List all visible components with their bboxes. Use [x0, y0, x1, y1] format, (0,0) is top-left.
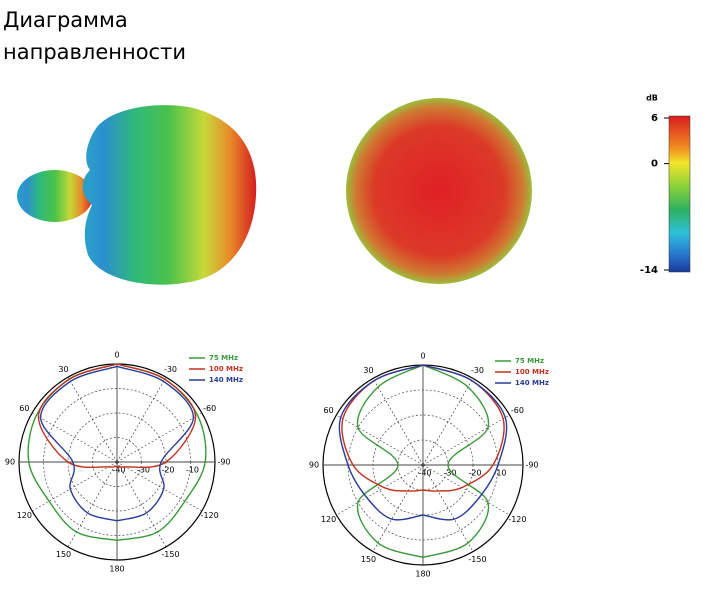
pattern-curve-mirror [37, 363, 118, 469]
angle-label: -150 [161, 550, 179, 559]
grid-spoke [116, 461, 203, 512]
angle-label: -150 [468, 555, 486, 564]
angle-label: -60 [203, 404, 216, 413]
grid-spoke [422, 464, 510, 516]
legend-label: 140 MHz [515, 379, 549, 387]
colorbar-label: dB [646, 94, 658, 103]
grid-spoke [31, 412, 118, 463]
grid-spoke [422, 414, 510, 466]
grid-spoke [31, 461, 118, 512]
colorbar-tick-label: 0 [651, 159, 658, 170]
grid-spoke [422, 464, 474, 552]
angle-label: 30 [58, 365, 68, 374]
r-tick-label: -10 [186, 466, 199, 475]
angle-label: -90 [217, 458, 230, 467]
angle-label: 180 [109, 565, 124, 574]
angle-label: 30 [363, 366, 373, 375]
angle-label: -60 [511, 406, 524, 415]
r-tick-label: -40 [418, 469, 431, 478]
pattern-curve [116, 363, 207, 542]
legend-label: 75 MHz [515, 357, 544, 365]
angle-label: 0 [114, 351, 119, 360]
angle-label: 150 [56, 550, 71, 559]
angle-label: 120 [17, 511, 32, 520]
grid-spoke [336, 464, 424, 516]
angle-label: 180 [415, 570, 430, 579]
grid-spoke [372, 378, 424, 466]
colorbar-tick-label: 6 [651, 113, 658, 124]
pattern-curve-mirror [39, 365, 118, 522]
pattern-curve-mirror [356, 364, 424, 559]
r-tick-label: -20 [161, 466, 174, 475]
r-tick-label: -20 [468, 469, 481, 478]
grid-spoke [67, 461, 118, 548]
legend-label: 100 MHz [209, 365, 243, 373]
colorbar: dB [646, 94, 691, 273]
r-tick-label: -10 [493, 469, 506, 478]
pattern-curve [422, 364, 490, 559]
title: Диаграмма [3, 8, 128, 32]
angle-label: -90 [525, 461, 538, 470]
angle-label: -30 [164, 365, 177, 374]
pattern-3d-top [346, 98, 532, 284]
grid-spoke [67, 376, 118, 463]
pattern-curve [422, 364, 508, 521]
angle-label: 0 [420, 352, 425, 361]
pattern-curve [116, 363, 197, 469]
grid-spoke [422, 378, 474, 466]
angle-label: -120 [201, 511, 219, 520]
pattern-curve-mirror [27, 363, 118, 542]
angle-label: 150 [361, 555, 376, 564]
r-tick-label: -40 [112, 466, 125, 475]
colorbar-tick-label: -14 [640, 265, 658, 276]
grid-spoke [372, 464, 424, 552]
pattern-curve [116, 365, 195, 522]
grid-spoke [116, 376, 167, 463]
grid-spoke [116, 461, 167, 548]
grid-spoke [336, 414, 424, 466]
angle-label: -30 [471, 366, 484, 375]
angle-label: -120 [508, 515, 526, 524]
title: направленности [3, 40, 186, 64]
angle-label: 60 [19, 404, 29, 413]
legend-label: 75 MHz [209, 354, 238, 362]
angle-label: 90 [5, 458, 15, 467]
r-tick-label: -30 [137, 466, 150, 475]
r-tick-label: -30 [443, 469, 456, 478]
legend-label: 100 MHz [515, 368, 549, 376]
angle-label: 60 [324, 406, 334, 415]
angle-label: 90 [309, 461, 319, 470]
pattern-3d-side [17, 105, 257, 285]
pattern-curve-mirror [338, 364, 424, 521]
angle-label: 120 [321, 515, 336, 524]
grid-spoke [116, 412, 203, 463]
legend-label: 140 MHz [209, 376, 243, 384]
